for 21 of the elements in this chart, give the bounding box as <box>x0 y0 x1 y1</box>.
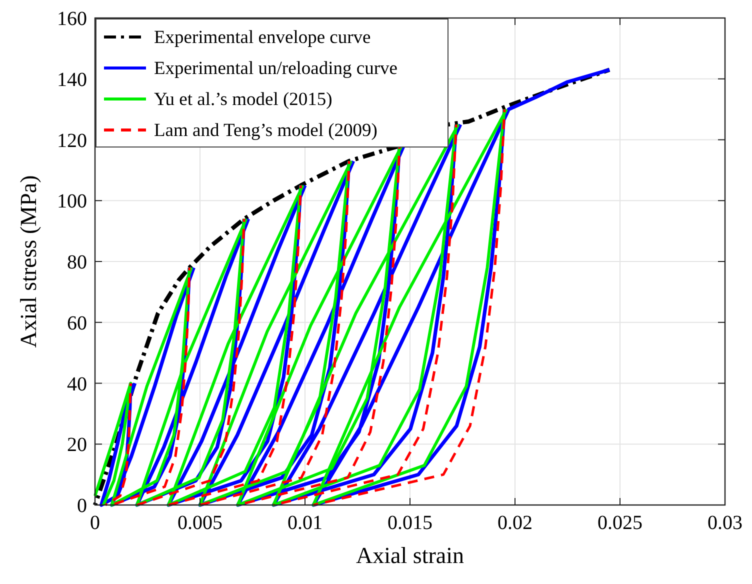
x-tick-label: 0.02 <box>498 512 532 534</box>
legend-label: Yu et al.’s model (2015) <box>154 90 332 110</box>
legend-label: Experimental envelope curve <box>154 28 371 48</box>
y-tick-label: 80 <box>67 252 87 274</box>
y-tick-label: 20 <box>67 434 87 456</box>
x-tick-label: 0.025 <box>598 512 642 534</box>
x-tick-label: 0.03 <box>708 512 742 534</box>
y-tick-label: 60 <box>67 312 87 334</box>
y-axis-title: Axial stress (MPa) <box>16 175 41 348</box>
x-tick-label: 0.005 <box>178 512 222 534</box>
x-tick-label: 0.01 <box>288 512 322 534</box>
legend-label: Lam and Teng’s model (2009) <box>154 121 378 141</box>
y-tick-label: 160 <box>57 8 87 30</box>
y-tick-label: 140 <box>57 68 87 91</box>
x-axis-title: Axial strain <box>356 543 464 568</box>
legend-label: Experimental un/reloading curve <box>154 59 398 79</box>
y-tick-label: 100 <box>57 190 87 213</box>
y-tick-label: 40 <box>67 373 87 396</box>
x-tick-label: 0.015 <box>388 512 432 534</box>
y-tick-label: 0 <box>77 495 87 517</box>
y-tick-label: 120 <box>57 130 87 152</box>
